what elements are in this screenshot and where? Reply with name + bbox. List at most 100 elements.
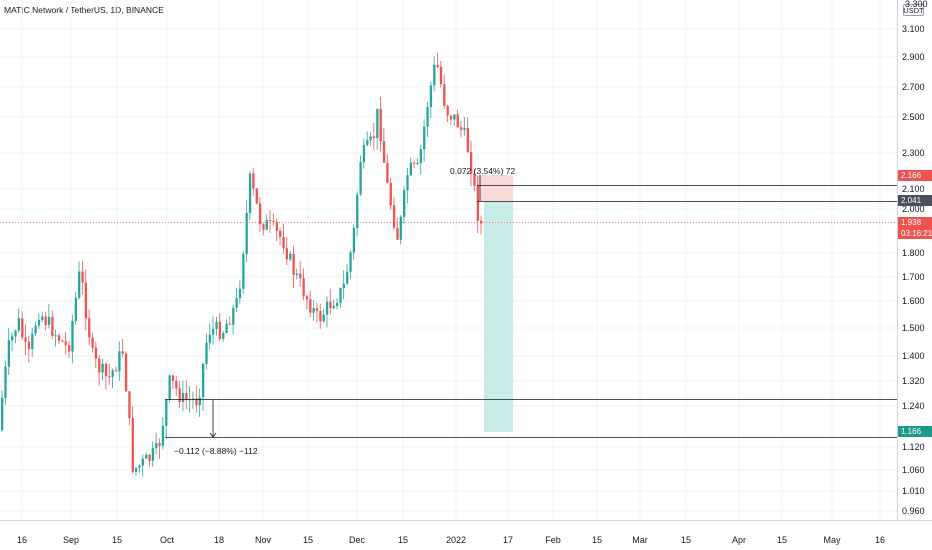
candle-body [228, 323, 232, 325]
candle-body [382, 141, 386, 163]
candle-body [242, 253, 245, 289]
candle-body [178, 388, 181, 403]
candle-body [124, 353, 128, 392]
price-tick-label: 2.900 [902, 52, 925, 62]
candle-body [285, 248, 289, 260]
candle-body [439, 66, 443, 85]
time-tick-label: Feb [545, 535, 561, 545]
candle-body [128, 391, 131, 419]
candle-body [470, 151, 473, 174]
currency-badge[interactable]: USDT [903, 4, 924, 16]
candle-body [41, 316, 44, 320]
take-profit-zone [484, 201, 513, 432]
candle-body [27, 341, 31, 350]
candle-body [205, 342, 208, 364]
candle-body [225, 323, 228, 333]
candle-body [305, 296, 309, 300]
candle-body [312, 308, 315, 313]
price-tick-label: 1.060 [902, 465, 925, 475]
candle-body [145, 454, 148, 459]
candle-body [175, 380, 178, 389]
stop-price-label: 2.166 [898, 170, 932, 181]
candle-body [24, 337, 27, 342]
candle-body [138, 465, 141, 468]
time-tick-label: 15 [681, 535, 691, 545]
candle-body [238, 288, 242, 299]
time-axis-labels: 16 Sep 15 Oct 18 Nov 15 Dec 15 2022 17 Feb 15 Mar 15 Ap… [17, 535, 885, 545]
candle-body [31, 333, 34, 350]
candle-body [7, 340, 10, 367]
upper-measure-annotation: 0.072 (3.54%) 72 [450, 166, 516, 176]
price-tick-label: 0.960 [902, 506, 925, 516]
candle-body [289, 253, 292, 260]
candle-body [269, 220, 272, 222]
candle-body [282, 236, 285, 249]
time-tick-label: Dec [349, 535, 366, 545]
candle-body [108, 376, 111, 378]
candle-body [161, 425, 165, 446]
candle-body [44, 316, 47, 325]
time-tick-label: Sep [63, 535, 79, 545]
candle-body [195, 398, 198, 406]
candle-body [416, 163, 419, 165]
candle-body [299, 273, 302, 279]
candle-body [121, 351, 124, 354]
candle-body [372, 136, 376, 138]
time-tick-label: May [823, 535, 841, 545]
time-tick-label: 16 [17, 535, 27, 545]
candle-body [339, 288, 342, 303]
candle-body [74, 297, 77, 321]
candle-body [202, 363, 205, 398]
candle-body [252, 173, 255, 189]
candle-body [141, 458, 144, 466]
candle-body [443, 84, 446, 107]
candle-body [419, 149, 423, 164]
target-price-label: 1.166 [898, 426, 932, 437]
candle-body [248, 173, 252, 214]
candle-body [426, 106, 429, 127]
candle-body [104, 363, 108, 377]
candle-body [413, 162, 416, 164]
candle-body [463, 127, 466, 130]
candle-body [34, 325, 37, 334]
candle-body [362, 145, 366, 163]
candlesticks [1, 52, 483, 477]
candle-body [94, 347, 98, 359]
candle-body [459, 127, 463, 130]
candle-body [342, 283, 345, 289]
candle-body [332, 305, 335, 309]
candle-body [71, 320, 74, 352]
time-tick-label: 15 [777, 535, 787, 545]
candle-body [114, 370, 118, 372]
candle-body [111, 370, 114, 377]
candle-body [78, 271, 81, 298]
price-tick-label: 1.010 [902, 486, 925, 496]
candle-body [11, 336, 14, 341]
candle-body [14, 330, 17, 337]
chart-title: MATIC Network / TetherUS, 1D, BINANCE [4, 5, 164, 15]
time-tick-label: 15 [303, 535, 313, 545]
candle-body [54, 335, 57, 337]
candle-body [406, 175, 409, 191]
candle-body [449, 115, 453, 120]
stop-loss-zone [477, 175, 513, 201]
candle-body [208, 334, 211, 343]
candle-body [272, 220, 275, 222]
candle-body [57, 335, 61, 341]
candle-body [429, 85, 433, 107]
price-tick-label: 1.700 [902, 272, 925, 282]
candle-body [403, 190, 406, 217]
candle-body [322, 314, 325, 322]
candle-body [369, 136, 372, 141]
candle-body [423, 126, 426, 150]
candle-body [292, 253, 295, 275]
time-tick-label: 15 [592, 535, 602, 545]
candle-body [302, 278, 305, 297]
candle-body [456, 114, 459, 128]
price-tick-label: 2.000 [902, 204, 925, 214]
candle-body [346, 271, 349, 284]
candle-body [279, 230, 282, 237]
candle-body [295, 273, 299, 275]
horizontal-lines [0, 175, 897, 438]
